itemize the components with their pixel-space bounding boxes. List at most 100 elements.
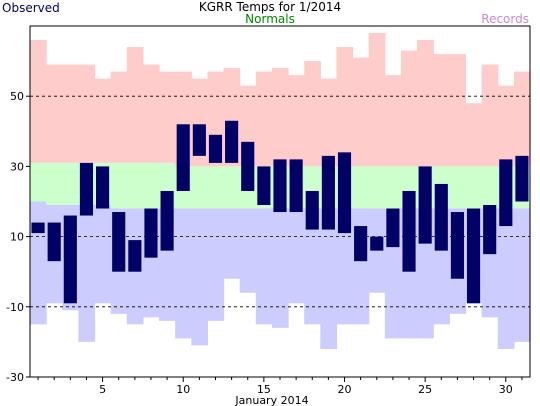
normal-band [368, 166, 386, 209]
observed-bar [499, 159, 513, 227]
normal-band [223, 166, 241, 209]
record-low-band [497, 208, 515, 349]
record-high-band [255, 71, 273, 167]
observed-bar [257, 166, 271, 206]
observed-bar [144, 208, 158, 258]
observed-bar [47, 222, 61, 262]
record-high-band [78, 64, 96, 163]
y-tick-label: 10 [10, 231, 24, 244]
x-axis-label: January 2014 [234, 394, 308, 406]
record-high-band [159, 71, 176, 163]
y-tick-label: 50 [10, 90, 24, 103]
observed-bars-layer [31, 120, 529, 304]
legend-observed: Observed [2, 1, 60, 15]
record-low-band [191, 208, 209, 346]
record-low-band [223, 208, 241, 279]
record-high-band [417, 40, 434, 167]
normal-band [126, 162, 144, 209]
record-low-band [368, 208, 386, 293]
normal-band [207, 166, 225, 209]
record-high-band [513, 71, 531, 167]
record-low-band [239, 208, 257, 293]
observed-bar [96, 166, 110, 209]
normal-band [30, 162, 47, 202]
normal-band [191, 166, 209, 209]
record-high-band [94, 78, 112, 163]
observed-bar [63, 215, 77, 304]
y-tick-label: -10 [6, 301, 24, 314]
record-high-band [126, 47, 144, 163]
record-high-band [62, 64, 79, 163]
observed-bar [418, 166, 432, 244]
record-high-band [368, 33, 386, 167]
record-high-band [497, 85, 515, 167]
record-high-band [449, 54, 467, 167]
x-tick-label: 5 [99, 383, 106, 396]
observed-bar [515, 155, 529, 202]
record-low-band [78, 205, 96, 342]
record-high-band [352, 57, 370, 167]
observed-bar [128, 240, 142, 272]
x-tick-label: 15 [257, 383, 271, 396]
record-low-band [320, 208, 338, 349]
record-high-band [481, 64, 499, 167]
observed-bar [112, 212, 126, 272]
observed-bar [208, 134, 223, 163]
legend-records: Records [481, 12, 529, 26]
normal-band [142, 162, 160, 209]
record-high-band [320, 78, 338, 167]
observed-bar [273, 159, 287, 213]
chart-title: KGRR Temps for 1/2014 [198, 0, 342, 14]
normal-band [384, 166, 402, 209]
record-low-band [336, 208, 354, 325]
record-low-band [94, 205, 112, 304]
record-high-band [288, 75, 305, 167]
normal-band [481, 166, 499, 209]
record-high-band [433, 54, 450, 167]
observed-bar [305, 190, 319, 230]
record-high-band [400, 50, 418, 167]
record-high-band [46, 64, 63, 163]
x-tick-label: 10 [176, 383, 190, 396]
record-low-band [271, 208, 289, 328]
legend-normals: Normals [245, 12, 295, 26]
observed-bar [176, 124, 190, 191]
y-tick-label: 30 [10, 160, 24, 173]
record-high-band [465, 103, 483, 167]
record-low-band [207, 208, 225, 321]
record-low-band [175, 208, 192, 339]
observed-bar [160, 190, 174, 251]
record-low-band [288, 208, 305, 304]
observed-bar [354, 226, 368, 262]
record-high-band [271, 68, 289, 167]
observed-bar [31, 222, 45, 234]
observed-bar [386, 208, 400, 248]
record-low-band [304, 208, 321, 325]
observed-bar [337, 152, 352, 234]
normal-band [465, 166, 483, 209]
normal-band [352, 166, 370, 209]
observed-bar [241, 141, 255, 191]
observed-bar [483, 205, 497, 255]
observed-bar [370, 236, 384, 251]
normal-band [62, 162, 79, 206]
normal-band [110, 162, 128, 209]
record-low-band [30, 201, 47, 325]
observed-bar [321, 155, 335, 230]
record-low-band [513, 208, 531, 342]
x-tick-label: 30 [499, 383, 513, 396]
axes-layer: -30 -10 10 30 50 5 10 15 20 25 30 January 2014 [6, 90, 523, 406]
record-high-band [142, 64, 160, 163]
record-high-band [304, 61, 321, 167]
record-high-band [384, 75, 402, 167]
observed-bar [434, 183, 448, 251]
y-tick-label: -30 [6, 371, 24, 384]
x-tick-label: 25 [418, 383, 432, 396]
record-high-band [30, 40, 47, 163]
observed-bar [450, 212, 464, 279]
record-low-band [255, 208, 273, 325]
observed-bar [225, 120, 239, 163]
observed-bar [192, 124, 206, 156]
record-high-band [336, 47, 354, 167]
